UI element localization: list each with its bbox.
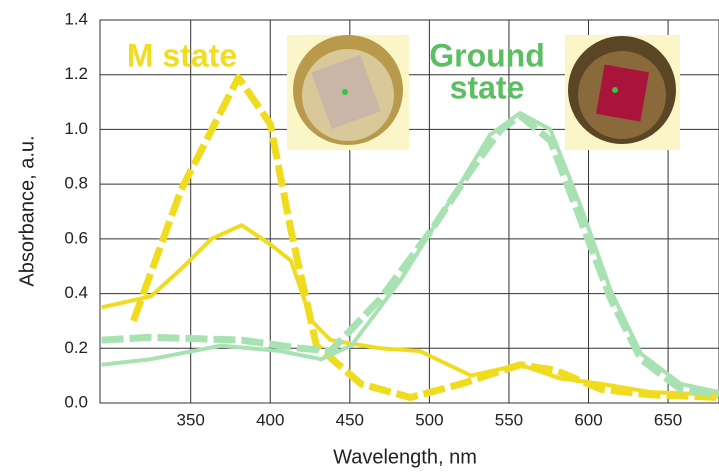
x-tick-label: 600: [574, 410, 602, 429]
x-tick-label: 500: [415, 410, 443, 429]
y-tick-label: 0.6: [64, 228, 88, 247]
y-tick-label: 1.4: [64, 9, 88, 28]
dashed-line: [101, 112, 719, 399]
x-tick-label: 450: [336, 410, 364, 429]
x-tick-label: 400: [256, 410, 284, 429]
y-tick-label: 0.4: [64, 283, 88, 302]
x-tick-label: 550: [495, 410, 523, 429]
inset-photo-ground: [565, 35, 680, 150]
y-tick-label: 1.0: [64, 119, 88, 138]
solid-line: [101, 223, 719, 397]
y-tick-label: 0.2: [64, 338, 88, 357]
x-tick-label: 650: [654, 410, 682, 429]
y-tick-label: 0.0: [64, 392, 88, 411]
x-axis-title: Wavelength, nm: [333, 446, 477, 468]
y-tick-label: 0.8: [64, 174, 88, 193]
solid-line: [101, 111, 719, 395]
x-tick-label: 350: [177, 410, 205, 429]
inset-photo-m: [287, 35, 409, 150]
annotation: state: [450, 69, 525, 105]
y-tick-label: 1.2: [64, 64, 88, 83]
y-axis-title: Absorbance, a.u.: [16, 135, 38, 286]
annotation: Ground: [429, 37, 545, 73]
dashed-line: [130, 73, 719, 401]
annotation: M state: [127, 37, 237, 73]
